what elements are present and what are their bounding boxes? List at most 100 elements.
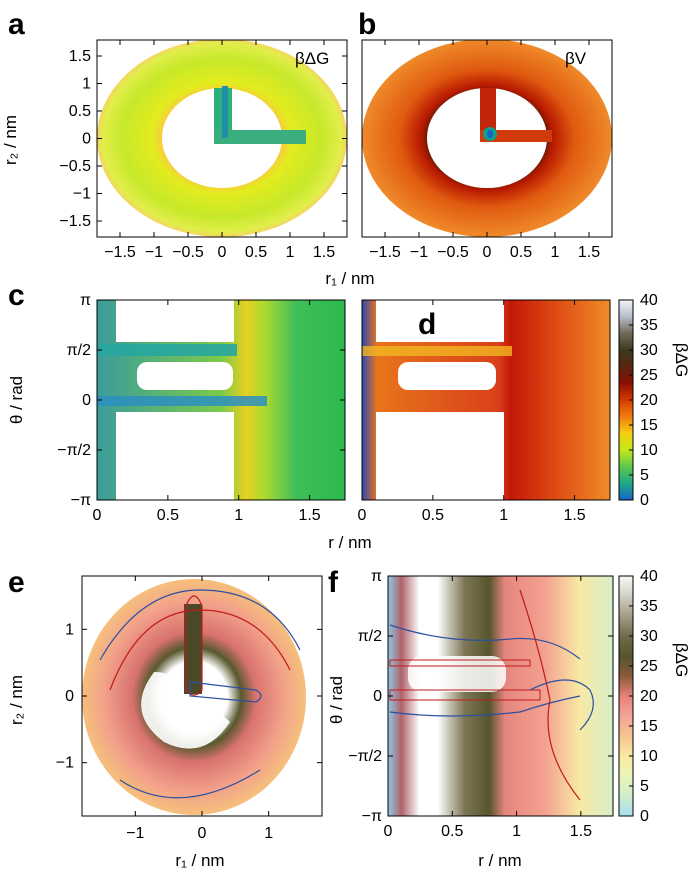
- x-tick-label: 0: [483, 244, 492, 261]
- y-ticks-f: π π/2 0 −π/2 −π: [348, 568, 613, 825]
- x-tick-label: −1.5: [369, 244, 401, 261]
- x-tick-label: 0.5: [245, 244, 267, 261]
- colorbar-cd-ticks: 40 35 30 25 20 15 10 5 0: [629, 292, 658, 509]
- y-tick-label: −1: [73, 186, 91, 203]
- panel-b: b βV −1.5 −1 −0.5 0 0.5 1 1.5 r₁ / nm: [325, 8, 613, 288]
- x-ticks-a: −1.5 −1 −0.5 0 0.5 1 1.5: [104, 40, 335, 261]
- panel-f: f 0 0.5 1 1.5 π π/2 0 −π/2 −π θ / rad r / nm: [327, 566, 614, 870]
- heatmap-a: [97, 40, 347, 237]
- x-axis-label-f: r / nm: [478, 851, 521, 870]
- x-tick-label: 1.5: [313, 244, 335, 261]
- y-ticks-e: 1 0 −1: [56, 621, 322, 772]
- y-tick-label: −π/2: [57, 442, 91, 459]
- colorbar-tick-label: 30: [640, 342, 658, 359]
- colorbar-tick-label: 0: [640, 492, 649, 509]
- heatmap-d: [362, 300, 610, 500]
- colorbar-f: 40 35 30 25 20 15 10 5 0 βΔG: [618, 568, 691, 825]
- y-axis-label-e: r₂ / nm: [7, 675, 26, 725]
- x-tick-label: −0.5: [437, 244, 469, 261]
- x-tick-label: 1.5: [578, 244, 600, 261]
- axes-frame-d: [361, 299, 611, 501]
- colorbar-f-ticks: 40 35 30 25 20 15 10 5 0: [629, 568, 658, 825]
- panel-letter-b: b: [358, 8, 376, 41]
- x-tick-label: 0: [93, 507, 102, 524]
- panel-letter-f: f: [328, 566, 339, 599]
- y-tick-label: 0: [65, 688, 74, 705]
- colorbar-cd: 40 35 30 25 20 15 10 5 0 βΔG: [618, 292, 691, 509]
- colorbar-tick-label: 25: [640, 658, 658, 675]
- panel-e: e −1 0 1 1 0 −1 r₂ / nm r₁ / nm: [7, 566, 323, 870]
- y-tick-label: 1: [82, 76, 91, 93]
- x-tick-label: 0.5: [422, 507, 444, 524]
- panel-letter-a: a: [8, 8, 25, 41]
- panel-a-inset-label: βΔG: [295, 49, 329, 68]
- y-ticks-c: π π/2 0 −π/2 −π: [57, 292, 345, 509]
- x-axis-label-e: r₁ / nm: [175, 851, 224, 870]
- panel-b-inset-label: βV: [565, 49, 587, 68]
- colorbar-cd-label: βΔG: [672, 343, 691, 377]
- x-tick-label: −1: [410, 244, 428, 261]
- panel-letter-d: d: [418, 308, 436, 341]
- y-tick-label: 1.5: [69, 48, 91, 65]
- x-axis-label-cd: r / nm: [328, 533, 371, 552]
- colorbar-tick-label: 15: [640, 417, 658, 434]
- colorbar-tick-label: 20: [640, 392, 658, 409]
- heatmap-c: [97, 300, 345, 500]
- y-tick-label: π/2: [358, 628, 382, 645]
- x-ticks-f: 0 0.5 1 1.5: [384, 576, 592, 840]
- x-ticks-b: −1.5 −1 −0.5 0 0.5 1 1.5: [369, 40, 600, 261]
- y-ticks-a: 1.5 1 0.5 0 −0.5 −1 −1.5: [59, 48, 347, 230]
- x-tick-label: 1.5: [570, 823, 592, 840]
- panel-d: d 0 0.5 1 1.5 r / nm: [328, 299, 611, 552]
- y-tick-label: π: [80, 292, 91, 309]
- x-ticks-e: −1 0 1: [126, 576, 273, 842]
- y-tick-label: −π: [362, 808, 382, 825]
- x-tick-label: 0.5: [510, 244, 532, 261]
- colorbar-tick-label: 30: [640, 628, 658, 645]
- y-tick-label: 0: [82, 392, 91, 409]
- x-tick-label: 1: [264, 825, 273, 842]
- y-tick-label: −1: [56, 755, 74, 772]
- y-tick-label: 0: [82, 131, 91, 148]
- x-ticks-c: 0 0.5 1 1.5: [93, 300, 321, 524]
- x-tick-label: −0.5: [172, 244, 204, 261]
- x-tick-label: −1: [126, 825, 144, 842]
- panel-c: c 0 0.5 1 1.5 π π/2 0 −π/2 −π θ / rad: [7, 279, 346, 524]
- x-axis-label-ab: r₁ / nm: [325, 269, 374, 288]
- x-tick-label: 1.5: [563, 507, 585, 524]
- panel-a: a βΔG −1.5 −1 −0.5 0 0.5 1 1.5 1.510.50−0.5−1−…: [1, 8, 348, 261]
- x-tick-label: 1.5: [298, 507, 320, 524]
- colorbar-tick-label: 10: [640, 442, 658, 459]
- heatmap-f: [388, 576, 613, 816]
- x-tick-label: 0.5: [157, 507, 179, 524]
- x-tick-label: 1: [512, 823, 521, 840]
- colorbar-tick-label: 20: [640, 688, 658, 705]
- colorbar-tick-label: 5: [640, 467, 649, 484]
- colorbar-tick-label: 35: [640, 598, 658, 615]
- x-tick-label: −1: [145, 244, 163, 261]
- x-tick-label: 0.5: [441, 823, 463, 840]
- colorbar-tick-label: 0: [640, 808, 649, 825]
- x-tick-label: −1.5: [104, 244, 136, 261]
- x-tick-label: 0: [218, 244, 227, 261]
- x-tick-label: 1: [499, 507, 508, 524]
- y-tick-label: 1: [65, 621, 74, 638]
- colorbar-tick-label: 5: [640, 778, 649, 795]
- colorbar-tick-label: 40: [640, 292, 658, 309]
- colorbar-tick-label: 25: [640, 367, 658, 384]
- x-tick-label: 1: [551, 244, 560, 261]
- x-tick-label: 0: [358, 507, 367, 524]
- y-tick-label: π: [371, 568, 382, 585]
- y-tick-label: −1.5: [59, 213, 91, 230]
- x-tick-label: 1: [234, 507, 243, 524]
- panel-letter-c: c: [8, 279, 25, 312]
- colorbar-tick-label: 10: [640, 748, 658, 765]
- colorbar-f-label: βΔG: [672, 643, 691, 677]
- colorbar-tick-label: 40: [640, 568, 658, 585]
- y-tick-label: −0.5: [59, 158, 91, 175]
- x-tick-label: 0: [198, 825, 207, 842]
- colorbar-tick-label: 35: [640, 317, 658, 334]
- y-tick-label: −π/2: [348, 748, 382, 765]
- heatmap-e: [82, 579, 306, 815]
